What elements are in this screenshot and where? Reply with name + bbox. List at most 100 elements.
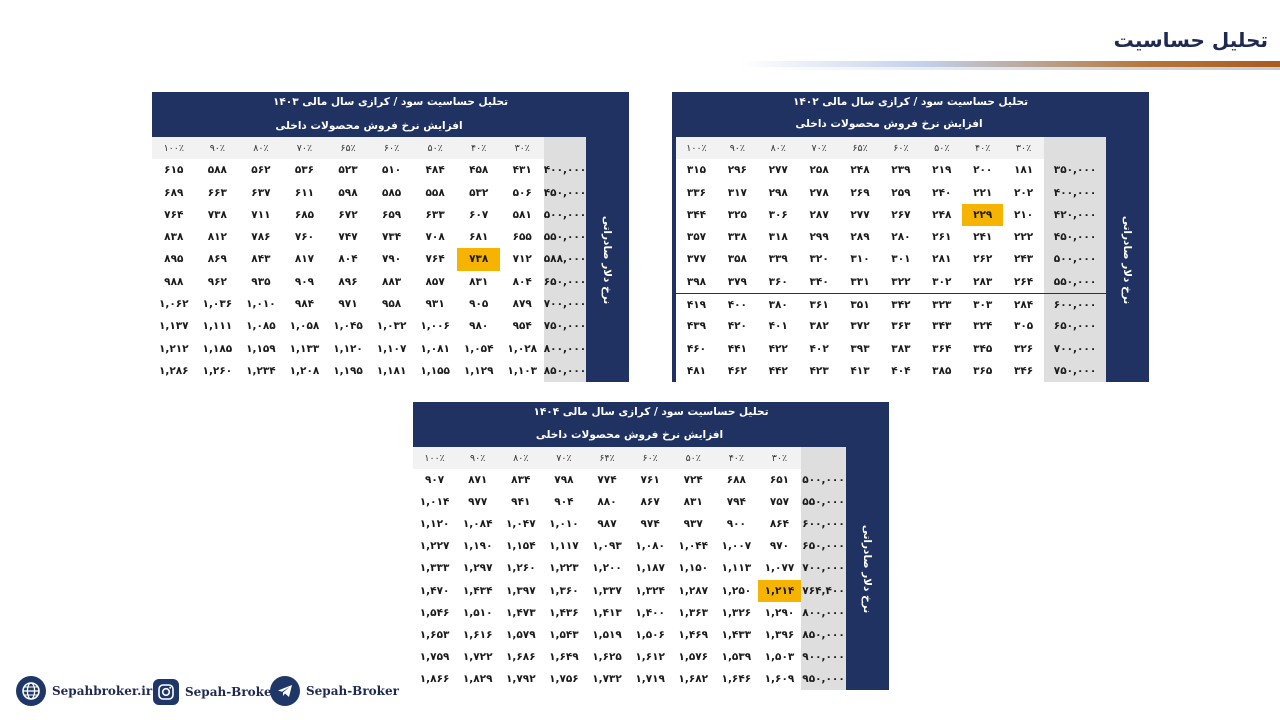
title-underline-shadow (760, 67, 1280, 70)
column-header: ۳۰٪ (757, 447, 801, 470)
table-cell: ۸۳۴ (511, 474, 531, 487)
column-header: ۹۰٪ (456, 447, 500, 470)
table-cell: ۳۷۲ (850, 320, 870, 333)
table-cell: ۱,۶۲۵ (592, 650, 622, 663)
table-cell: ۲۶۹ (850, 186, 870, 199)
table-cell: ۱,۱۸۷ (635, 562, 665, 575)
table-cell: ۸۶۷ (640, 496, 660, 509)
table-cell: ۹۰۵ (469, 298, 489, 311)
table-cell: ۱,۰۳۲ (376, 320, 407, 333)
table-cell: ۳۲۳ (921, 292, 963, 315)
row-header: ۷۰۰,۰۰۰ (801, 557, 846, 580)
table-cell: ۳۴۳ (932, 320, 952, 333)
row-header: ۷۵۰,۰۰۰ (1044, 359, 1106, 382)
table-cell: ۱,۰۱۰ (246, 298, 276, 311)
table-cell: ۳۰۲ (932, 275, 952, 288)
table-cell: ۱,۳۳۷ (592, 584, 622, 597)
table-cell: ۸۶۹ (207, 253, 227, 266)
table-cell: ۱,۳۳۳ (419, 562, 450, 575)
table-cell: ۱,۵۱۹ (592, 628, 622, 641)
table-cell: ۱,۰۴۷ (505, 518, 536, 531)
column-header: ۱۰۰٪ (152, 137, 196, 160)
table-cell: ۱,۵۳۹ (721, 650, 752, 663)
table-cell: ۲۱۰ (1013, 208, 1034, 221)
table-cell: ۲۲۲ (1013, 231, 1034, 244)
table-cell: ۱,۰۱۴ (419, 496, 450, 509)
table-cell: ۳۶۵ (973, 364, 993, 377)
table-cell: ۴۴۲ (768, 364, 788, 377)
column-header: ۶۰٪ (880, 137, 922, 160)
table-cell: ۹۸۷ (597, 518, 617, 531)
table-cell: ۳۲۰ (809, 253, 829, 266)
table-cell: ۳۰۵ (1013, 320, 1034, 333)
table-cell: ۷۰۸ (425, 231, 445, 244)
table-cell: ۵۲۳ (338, 164, 358, 177)
table-cell: ۲۸۱ (932, 253, 952, 266)
table-cell: ۱,۶۸۶ (505, 650, 536, 663)
side-label: نرخ دلار صادراتی (861, 524, 874, 613)
table-cell: ۱,۱۱۱ (202, 320, 233, 333)
instagram-icon (153, 679, 179, 705)
table-cell: ۱,۴۳۴ (462, 584, 493, 597)
row-header: ۶۰۰,۰۰۰ (1044, 292, 1106, 316)
table-cell: ۷۵۷ (769, 496, 790, 509)
table-cell: ۱,۰۵۸ (289, 320, 320, 333)
table-cell: ۴۳۱ (512, 164, 532, 177)
table-cell: ۲۷۸ (809, 186, 829, 199)
table-cell: ۲۶۷ (891, 208, 911, 221)
table-cell: ۶۵۹ (381, 208, 402, 221)
column-header: ۴۰٪ (962, 137, 1004, 160)
table-cell: ۱,۴۷۳ (505, 606, 536, 619)
table-cell: ۳۴۵ (973, 342, 993, 355)
column-header: ۶۵٪ (839, 137, 881, 160)
table-cell: ۲۹۹ (809, 231, 829, 244)
table-cell: ۳۴۰ (809, 275, 829, 288)
table-cell: ۷۶۴ (425, 253, 445, 266)
table-cell: ۸۵۷ (425, 275, 445, 288)
table-cell: ۲۴۱ (973, 231, 993, 244)
footer-instagram[interactable]: Sepah-Broker (153, 679, 278, 705)
table-cell: ۴۶۲ (727, 364, 747, 377)
title-underline (740, 61, 1280, 67)
table-cell: ۱,۵۰۳ (764, 650, 795, 663)
table-cell: ۴۲۰ (727, 320, 747, 333)
table-cell: ۱,۴۶۹ (678, 628, 709, 641)
row-header: ۸۵۰,۰۰۰ (544, 359, 586, 382)
table-cell: ۹۶۲ (207, 275, 227, 288)
footer-website[interactable]: Sepahbroker.ir (16, 676, 152, 706)
table-cell: ۲۶۱ (932, 231, 952, 244)
table-cell: ۱,۱۱۳ (721, 562, 752, 575)
table-cell: ۲۸۳ (973, 275, 993, 288)
table-cell: ۴۴۱ (727, 342, 747, 355)
table-cell: ۱,۰۲۸ (507, 342, 538, 355)
table-cell: ۲۳۹ (891, 164, 911, 177)
table-cell: ۹۳۱ (425, 298, 445, 311)
table-cell: ۷۳۸ (207, 208, 227, 221)
table-cell: ۱,۵۷۹ (505, 628, 536, 641)
sensitivity-table: ۳۰٪ ۴۰٪ ۵۰٪ ۶۰٪ ۶۵٪ ۷۰٪ ۸۰٪ ۹۰٪ ۱۰۰٪ ۳۵۰,۰۰۰ ۱۸۱ ۲۰… (676, 137, 1106, 382)
table-cell: ۸۶۴ (769, 518, 790, 531)
table-cell: ۳۶۴ (932, 342, 952, 355)
column-header: ۳۰٪ (1003, 137, 1044, 160)
table-cell: ۱,۲۶۰ (505, 562, 536, 575)
table-cell: ۱,۱۰۳ (507, 364, 538, 377)
table-cell: ۱,۲۹۰ (764, 606, 795, 619)
table-cell: ۹۰۴ (554, 496, 574, 509)
table-cell: ۳۸۰ (757, 292, 799, 315)
table-cell: ۳۳۶ (686, 186, 707, 199)
table-cell: ۸۴۳ (251, 253, 271, 266)
table-cell: ۴۱۹ (676, 292, 717, 315)
table-cell: ۱,۰۴۵ (333, 320, 363, 333)
table-cell: ۱,۷۵۹ (419, 650, 450, 663)
footer-telegram[interactable]: Sepah-Broker (270, 676, 399, 706)
table-cell: ۹۴۱ (511, 496, 531, 509)
table-cell: ۶۳۷ (251, 186, 271, 199)
table-cell: ۶۱۱ (294, 186, 315, 199)
table-cell: ۲۸۹ (850, 231, 870, 244)
table-cell: ۱,۰۹۳ (592, 540, 622, 553)
table-cell: ۱,۱۰۷ (376, 342, 407, 355)
table-cell: ۸۷۹ (512, 298, 532, 311)
table-cell: ۱,۱۱۷ (549, 540, 579, 553)
telegram-icon (270, 676, 300, 706)
table-cell: ۹۵۸ (381, 298, 402, 311)
